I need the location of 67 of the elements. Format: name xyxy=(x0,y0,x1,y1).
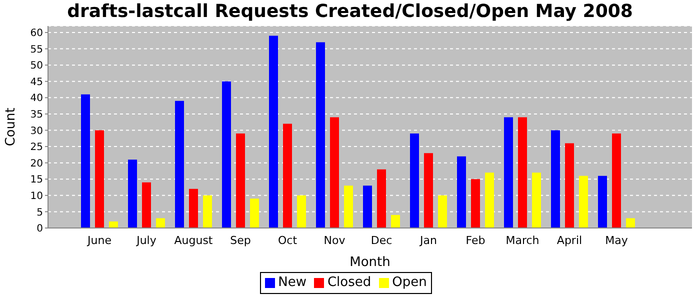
bar xyxy=(316,42,325,228)
y-tick-label: 60 xyxy=(30,28,43,40)
legend-label: New xyxy=(277,275,306,291)
y-tick-label: 20 xyxy=(30,158,43,170)
bar xyxy=(565,143,574,228)
bar xyxy=(424,153,433,228)
bar xyxy=(485,172,494,228)
x-tick-label: Jan xyxy=(419,234,437,247)
x-tick-label: June xyxy=(86,234,112,247)
y-axis-title: Count xyxy=(4,108,19,146)
y-tick-label: 55 xyxy=(30,44,43,56)
x-tick-label: May xyxy=(605,234,628,247)
bar xyxy=(363,186,372,228)
x-tick-label: July xyxy=(136,234,157,247)
bar xyxy=(579,176,588,228)
bar xyxy=(471,179,480,228)
bar xyxy=(598,176,607,228)
bar xyxy=(156,218,165,228)
bar xyxy=(81,94,90,228)
x-axis-title: Month xyxy=(350,255,390,270)
x-tick-label: August xyxy=(174,234,214,247)
bar xyxy=(612,134,621,228)
bar xyxy=(457,156,466,228)
bar xyxy=(175,100,184,228)
bar xyxy=(330,117,339,228)
y-tick-label: 15 xyxy=(30,174,43,186)
y-tick-label: 10 xyxy=(30,190,43,202)
y-tick-label: 40 xyxy=(30,93,43,104)
bar xyxy=(410,134,419,228)
bar xyxy=(142,182,151,228)
bar xyxy=(377,169,386,228)
bar xyxy=(250,198,259,228)
bar xyxy=(203,195,212,228)
bar xyxy=(344,186,353,228)
y-tick-label: 50 xyxy=(30,60,43,72)
bar xyxy=(95,130,104,228)
x-tick-label: Dec xyxy=(370,234,392,247)
bar xyxy=(128,160,137,228)
bar xyxy=(297,195,306,228)
bar xyxy=(532,172,541,228)
bar xyxy=(189,188,198,228)
bar xyxy=(438,195,447,228)
bar xyxy=(504,117,513,228)
bar xyxy=(283,124,292,228)
y-tick-label: 25 xyxy=(30,142,43,154)
y-tick-label: 30 xyxy=(30,126,43,137)
y-tick-label: 45 xyxy=(30,76,43,88)
legend-label: Closed xyxy=(326,275,372,291)
y-tick-label: 5 xyxy=(36,207,43,218)
y-tick-label: 35 xyxy=(30,110,43,121)
bar xyxy=(518,117,527,228)
x-tick-label: Nov xyxy=(324,234,346,247)
bar xyxy=(236,134,245,228)
y-tick-label: 0 xyxy=(36,224,43,235)
bar xyxy=(109,221,118,228)
legend-label: Open xyxy=(391,275,427,291)
x-tick-label: April xyxy=(556,234,582,247)
x-tick-label: Feb xyxy=(466,234,486,247)
bar xyxy=(269,36,278,228)
x-tick-label: March xyxy=(506,234,540,247)
x-tick-label: Sep xyxy=(230,234,251,247)
bar xyxy=(551,130,560,228)
bar xyxy=(391,214,400,228)
chart-title: drafts-lastcall Requests Created/Closed/Open May 2008 xyxy=(66,0,634,24)
bar xyxy=(222,81,231,228)
x-tick-label: Oct xyxy=(278,234,298,247)
bar xyxy=(626,218,635,228)
